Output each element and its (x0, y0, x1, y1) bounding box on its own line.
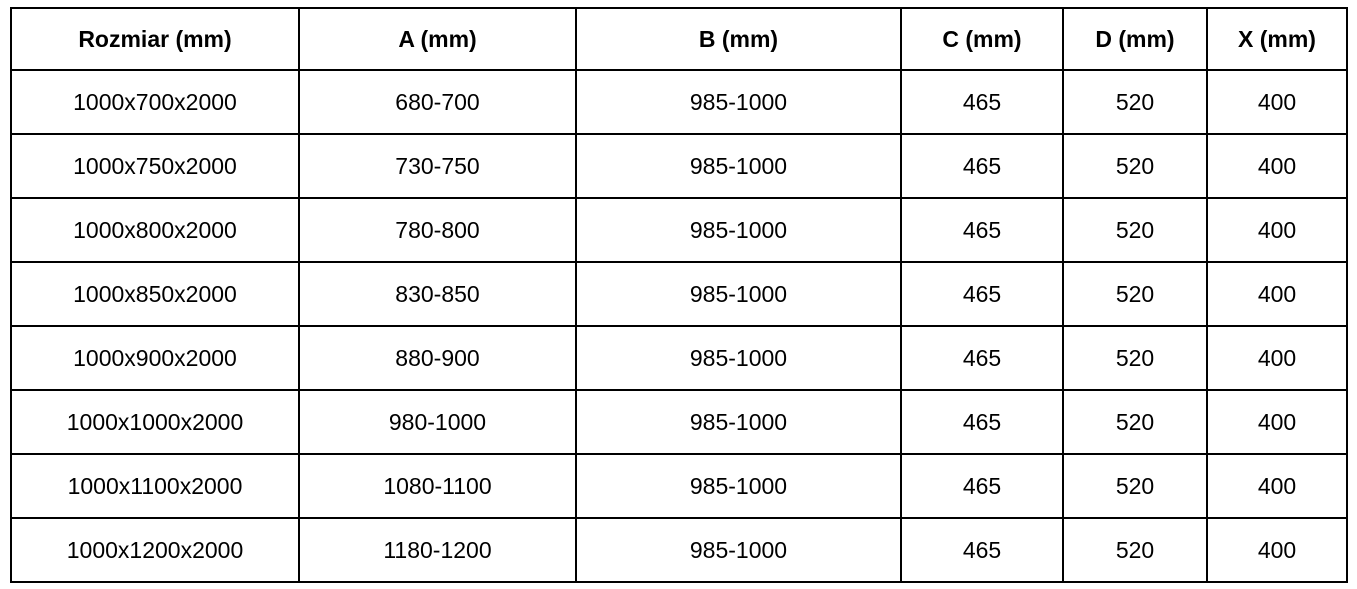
header-x: X (mm) (1206, 7, 1348, 71)
cell-a: 1080-1100 (298, 453, 577, 519)
cell-b: 985-1000 (575, 325, 902, 391)
cell-b: 985-1000 (575, 197, 902, 263)
table-row: 1000x900x2000 880-900 985-1000 465 520 400 (10, 325, 1348, 391)
cell-x: 400 (1206, 197, 1348, 263)
cell-x: 400 (1206, 325, 1348, 391)
cell-size: 1000x1000x2000 (10, 389, 300, 455)
table-row: 1000x1000x2000 980-1000 985-1000 465 520 400 (10, 389, 1348, 455)
cell-d: 520 (1062, 197, 1208, 263)
cell-d: 520 (1062, 389, 1208, 455)
cell-c: 465 (900, 69, 1064, 135)
table-row: 1000x1100x2000 1080-1100 985-1000 465 520 400 (10, 453, 1348, 519)
header-b: B (mm) (575, 7, 902, 71)
cell-c: 465 (900, 325, 1064, 391)
cell-d: 520 (1062, 261, 1208, 327)
cell-x: 400 (1206, 453, 1348, 519)
header-row: Rozmiar (mm) A (mm) B (mm) C (mm) D (mm) X (m… (10, 7, 1348, 71)
table-row: 1000x1200x2000 1180-1200 985-1000 465 520 400 (10, 517, 1348, 583)
cell-a: 880-900 (298, 325, 577, 391)
cell-a: 780-800 (298, 197, 577, 263)
cell-a: 730-750 (298, 133, 577, 199)
cell-size: 1000x750x2000 (10, 133, 300, 199)
table-row: 1000x750x2000 730-750 985-1000 465 520 400 (10, 133, 1348, 199)
cell-b: 985-1000 (575, 389, 902, 455)
header-c: C (mm) (900, 7, 1064, 71)
table-row: 1000x800x2000 780-800 985-1000 465 520 400 (10, 197, 1348, 263)
cell-c: 465 (900, 261, 1064, 327)
header-d: D (mm) (1062, 7, 1208, 71)
cell-size: 1000x1100x2000 (10, 453, 300, 519)
cell-x: 400 (1206, 69, 1348, 135)
table-row: 1000x700x2000 680-700 985-1000 465 520 400 (10, 69, 1348, 135)
cell-b: 985-1000 (575, 69, 902, 135)
cell-a: 680-700 (298, 69, 577, 135)
cell-a: 980-1000 (298, 389, 577, 455)
table-row: 1000x850x2000 830-850 985-1000 465 520 400 (10, 261, 1348, 327)
cell-b: 985-1000 (575, 261, 902, 327)
cell-a: 1180-1200 (298, 517, 577, 583)
cell-size: 1000x900x2000 (10, 325, 300, 391)
cell-c: 465 (900, 133, 1064, 199)
cell-d: 520 (1062, 133, 1208, 199)
cell-x: 400 (1206, 133, 1348, 199)
cell-b: 985-1000 (575, 517, 902, 583)
cell-size: 1000x800x2000 (10, 197, 300, 263)
cell-b: 985-1000 (575, 133, 902, 199)
header-a: A (mm) (298, 7, 577, 71)
cell-d: 520 (1062, 69, 1208, 135)
cell-a: 830-850 (298, 261, 577, 327)
cell-size: 1000x1200x2000 (10, 517, 300, 583)
dimensions-table: Rozmiar (mm) A (mm) B (mm) C (mm) D (mm) X (m… (10, 7, 1348, 583)
header-size: Rozmiar (mm) (10, 7, 300, 71)
cell-d: 520 (1062, 325, 1208, 391)
cell-x: 400 (1206, 261, 1348, 327)
cell-c: 465 (900, 453, 1064, 519)
cell-d: 520 (1062, 453, 1208, 519)
cell-x: 400 (1206, 517, 1348, 583)
cell-x: 400 (1206, 389, 1348, 455)
cell-d: 520 (1062, 517, 1208, 583)
cell-c: 465 (900, 517, 1064, 583)
cell-c: 465 (900, 389, 1064, 455)
cell-size: 1000x700x2000 (10, 69, 300, 135)
cell-c: 465 (900, 197, 1064, 263)
cell-size: 1000x850x2000 (10, 261, 300, 327)
cell-b: 985-1000 (575, 453, 902, 519)
